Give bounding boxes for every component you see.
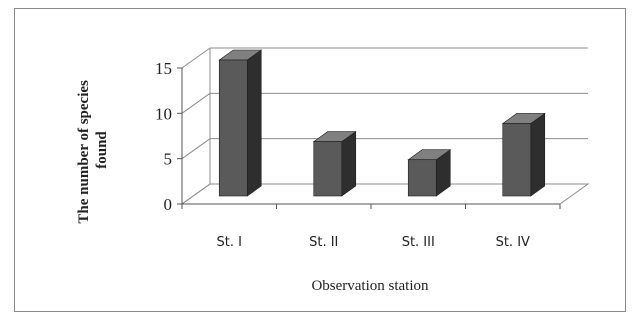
gridline-diagonal-1 (181, 138, 211, 160)
x-axis-title: Observation station (311, 278, 429, 294)
y-axis-title-line-2: found (94, 131, 110, 169)
bar-3 (407, 149, 452, 197)
bar-side (341, 131, 357, 197)
bar-front (502, 123, 532, 197)
x-category-label: St. I (217, 235, 242, 250)
label-layer: 0 5 10 15 St. I St. II St. III St. IV (155, 59, 530, 250)
x-category-label: St. IV (496, 235, 530, 250)
bar-layer (218, 49, 546, 197)
gridline-diagonal-3 (181, 47, 211, 69)
bar-front (313, 141, 343, 197)
y-axis-title-line-1: The number of species (76, 80, 92, 224)
bar-front (407, 159, 437, 197)
bar-side (530, 112, 546, 197)
y-axis-title: The number of species found (76, 76, 110, 223)
axis-layer (177, 48, 561, 209)
y-tick-label: 5 (164, 150, 173, 169)
bar-front (218, 59, 248, 197)
bar-1 (218, 49, 263, 197)
y-tick-label: 0 (164, 195, 173, 214)
y-tick-label: 15 (155, 59, 172, 78)
y-tick-label: 10 (155, 104, 172, 123)
x-category-label: St. III (402, 235, 435, 250)
bar-4 (501, 112, 546, 197)
bar-2 (312, 131, 357, 197)
gridline-diagonal-2 (181, 92, 211, 114)
bar-side (246, 49, 262, 197)
x-category-label: St. II (309, 235, 338, 250)
